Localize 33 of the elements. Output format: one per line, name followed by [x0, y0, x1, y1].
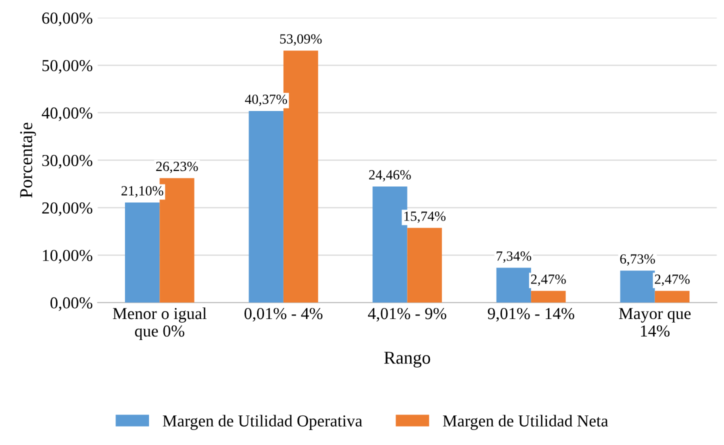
legend-label: Margen de Utilidad Neta — [442, 414, 608, 430]
y-tick-label: 10,00% — [42, 250, 92, 264]
bar — [407, 228, 442, 303]
y-tick-label: 40,00% — [42, 107, 92, 122]
y-tick-label: 30,00% — [42, 154, 92, 169]
x-tick-label: 0,01% - 4% — [244, 308, 322, 322]
bar — [654, 290, 690, 303]
y-tick-label: 20,00% — [42, 202, 92, 216]
data-label: 6,73% — [620, 254, 655, 266]
legend-label: Margen de Utilidad Operativa — [162, 414, 362, 430]
bar — [620, 270, 655, 303]
x-tick-label: Menor o igual que 0% — [112, 307, 207, 340]
data-label: 40,37% — [244, 94, 288, 106]
y-tick-label: 50,00% — [42, 60, 92, 74]
y-tick-label: 60,00% — [42, 12, 92, 26]
y-axis-title: Porcentaje — [20, 122, 36, 198]
data-label: 7,34% — [496, 251, 532, 263]
data-label: 24,46% — [369, 170, 411, 182]
data-label: 53,09% — [280, 34, 322, 46]
data-label: 15,74% — [404, 212, 446, 223]
x-axis-title: Rango — [384, 352, 430, 368]
data-label: 2,47% — [654, 274, 690, 286]
data-label: 26,23% — [156, 162, 198, 174]
bar — [531, 290, 566, 303]
bar — [496, 268, 532, 303]
x-tick-label: Mayor que 14% — [619, 308, 691, 337]
data-label: 2,47% — [531, 274, 566, 286]
data-label: 21,10% — [122, 186, 164, 198]
bar — [248, 110, 284, 303]
x-tick-label: 4,01% - 9% — [368, 308, 446, 322]
y-tick-label: 0,00% — [50, 297, 92, 311]
x-tick-label: 9,01% - 14% — [488, 308, 574, 322]
bar — [124, 202, 160, 303]
